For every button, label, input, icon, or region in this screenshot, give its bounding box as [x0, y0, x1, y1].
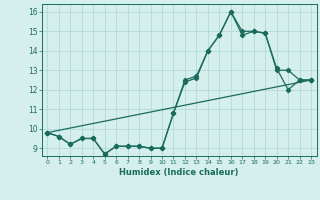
X-axis label: Humidex (Indice chaleur): Humidex (Indice chaleur) — [119, 168, 239, 177]
